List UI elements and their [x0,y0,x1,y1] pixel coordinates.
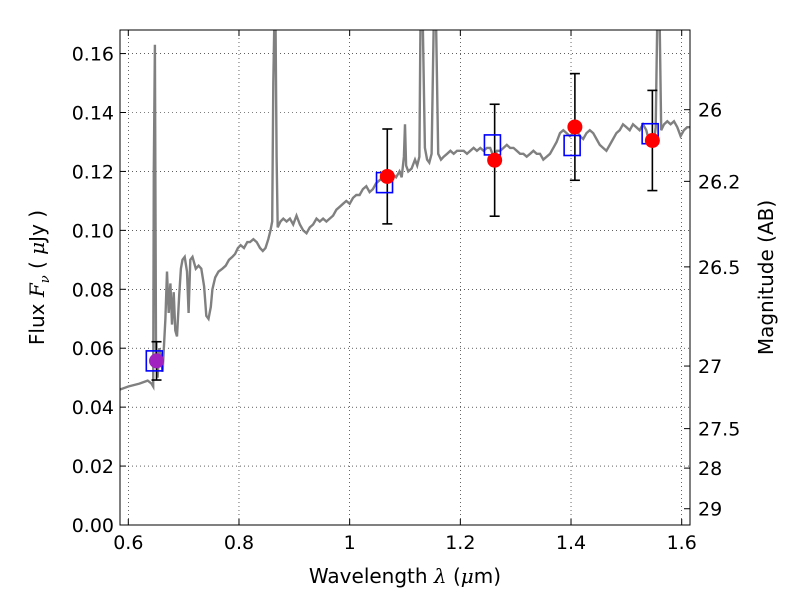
y-axis-label: Flux Fν ( μJy ) [25,210,53,345]
spectrum [120,30,690,391]
y-tick-label: 0.06 [72,338,114,360]
observed-point [644,132,660,148]
y-tick-label: 0.10 [72,220,114,242]
y2-tick-label: 27.5 [698,419,740,441]
error-bars [151,72,658,381]
y-tick-label: 0.02 [72,456,114,478]
y-tick-label: 0.14 [72,103,114,125]
observed-point [487,152,503,168]
y2-tick-label: 28 [698,458,722,480]
observed-point [567,119,583,135]
grid-lines [120,30,690,526]
model-photometry [145,122,659,372]
y-tick-label: 0.08 [72,279,114,301]
model-point-square [563,134,581,157]
observed-point [149,353,165,369]
y2-tick-label: 26.2 [698,171,740,193]
y2-tick-label: 27 [698,356,722,378]
y2-tick-label: 29 [698,499,722,521]
y-tick-label: 0.00 [72,515,114,537]
y-tick-label: 0.04 [72,397,114,419]
observed-point [379,168,395,184]
x-tick-label: 1.4 [556,532,586,554]
plot-frame [119,29,691,526]
observed-photometry [149,119,660,369]
x-tick-label: 1.6 [667,532,697,554]
y-tick-label: 0.16 [72,44,114,66]
x-tick-label: 0.6 [113,532,143,554]
x-tick-label: 1 [344,532,356,554]
y-tick-label: 0.12 [72,161,114,183]
y2-axis-label: Magnitude (AB) [754,200,778,355]
y2-tick-label: 26.5 [698,257,740,279]
axis-ticks: 0.6 0.8 1 1.2 1.4 1.6 0.00 0.02 0.04 0.06 0.08 0.10… [72,30,740,554]
spectrum-line [120,30,690,391]
x-tick-label: 0.8 [224,532,254,554]
x-tick-label: 1.2 [445,532,475,554]
x-axis-label: Wavelength λ (μm) [309,564,501,588]
y2-tick-label: 26 [698,100,722,122]
